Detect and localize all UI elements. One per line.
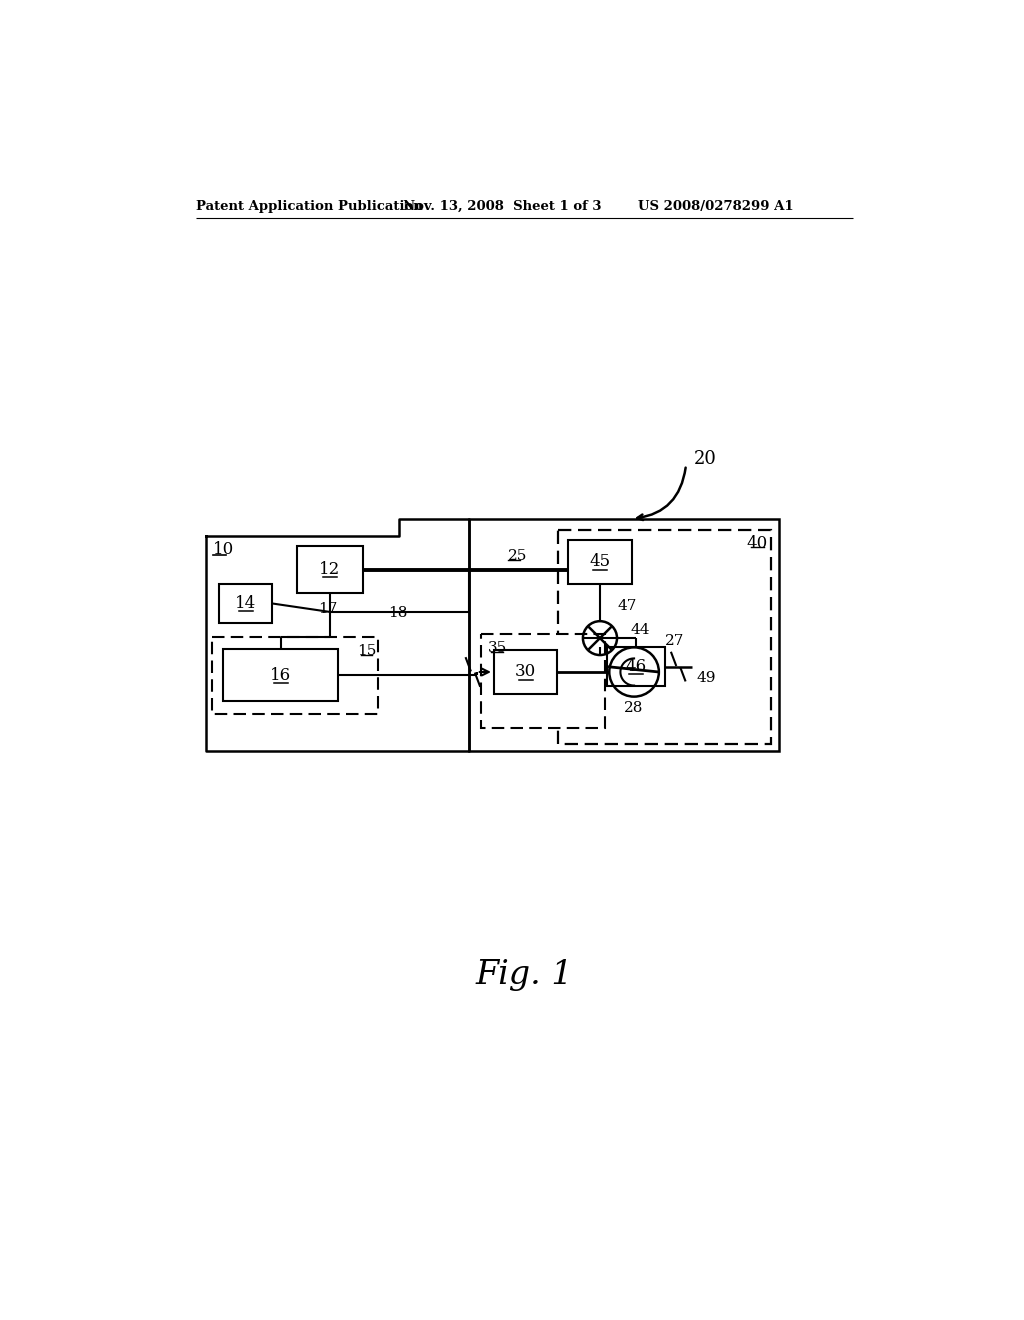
Text: 25: 25 bbox=[508, 549, 527, 562]
Text: 46: 46 bbox=[626, 659, 646, 675]
Text: 47: 47 bbox=[617, 599, 636, 612]
Text: 12: 12 bbox=[319, 561, 341, 578]
Bar bbox=[494, 649, 557, 694]
Text: 30: 30 bbox=[515, 664, 537, 681]
Bar bbox=[558, 529, 771, 743]
Text: 28: 28 bbox=[625, 701, 644, 715]
Text: Nov. 13, 2008  Sheet 1 of 3: Nov. 13, 2008 Sheet 1 of 3 bbox=[403, 199, 602, 213]
Text: US 2008/0278299 A1: US 2008/0278299 A1 bbox=[638, 199, 794, 213]
Text: 16: 16 bbox=[270, 667, 291, 684]
Bar bbox=[469, 519, 779, 751]
Text: 40: 40 bbox=[746, 535, 768, 552]
Text: 49: 49 bbox=[696, 671, 716, 685]
Text: Patent Application Publication: Patent Application Publication bbox=[197, 199, 423, 213]
Bar bbox=[223, 649, 338, 701]
Text: 45: 45 bbox=[590, 553, 610, 570]
Text: 35: 35 bbox=[488, 642, 507, 655]
Text: 15: 15 bbox=[357, 644, 377, 659]
Bar bbox=[297, 546, 362, 593]
Text: 14: 14 bbox=[236, 595, 256, 612]
Text: 17: 17 bbox=[318, 602, 338, 616]
Text: Fig. 1: Fig. 1 bbox=[476, 958, 573, 990]
Text: 27: 27 bbox=[665, 634, 684, 648]
Bar bbox=[568, 540, 632, 585]
Text: 10: 10 bbox=[213, 541, 234, 558]
Text: 18: 18 bbox=[388, 606, 408, 619]
Text: 44: 44 bbox=[631, 623, 650, 638]
Bar bbox=[480, 635, 604, 729]
Bar bbox=[219, 585, 272, 623]
Bar bbox=[607, 647, 665, 686]
Bar bbox=[212, 638, 378, 714]
Text: 20: 20 bbox=[693, 450, 717, 467]
